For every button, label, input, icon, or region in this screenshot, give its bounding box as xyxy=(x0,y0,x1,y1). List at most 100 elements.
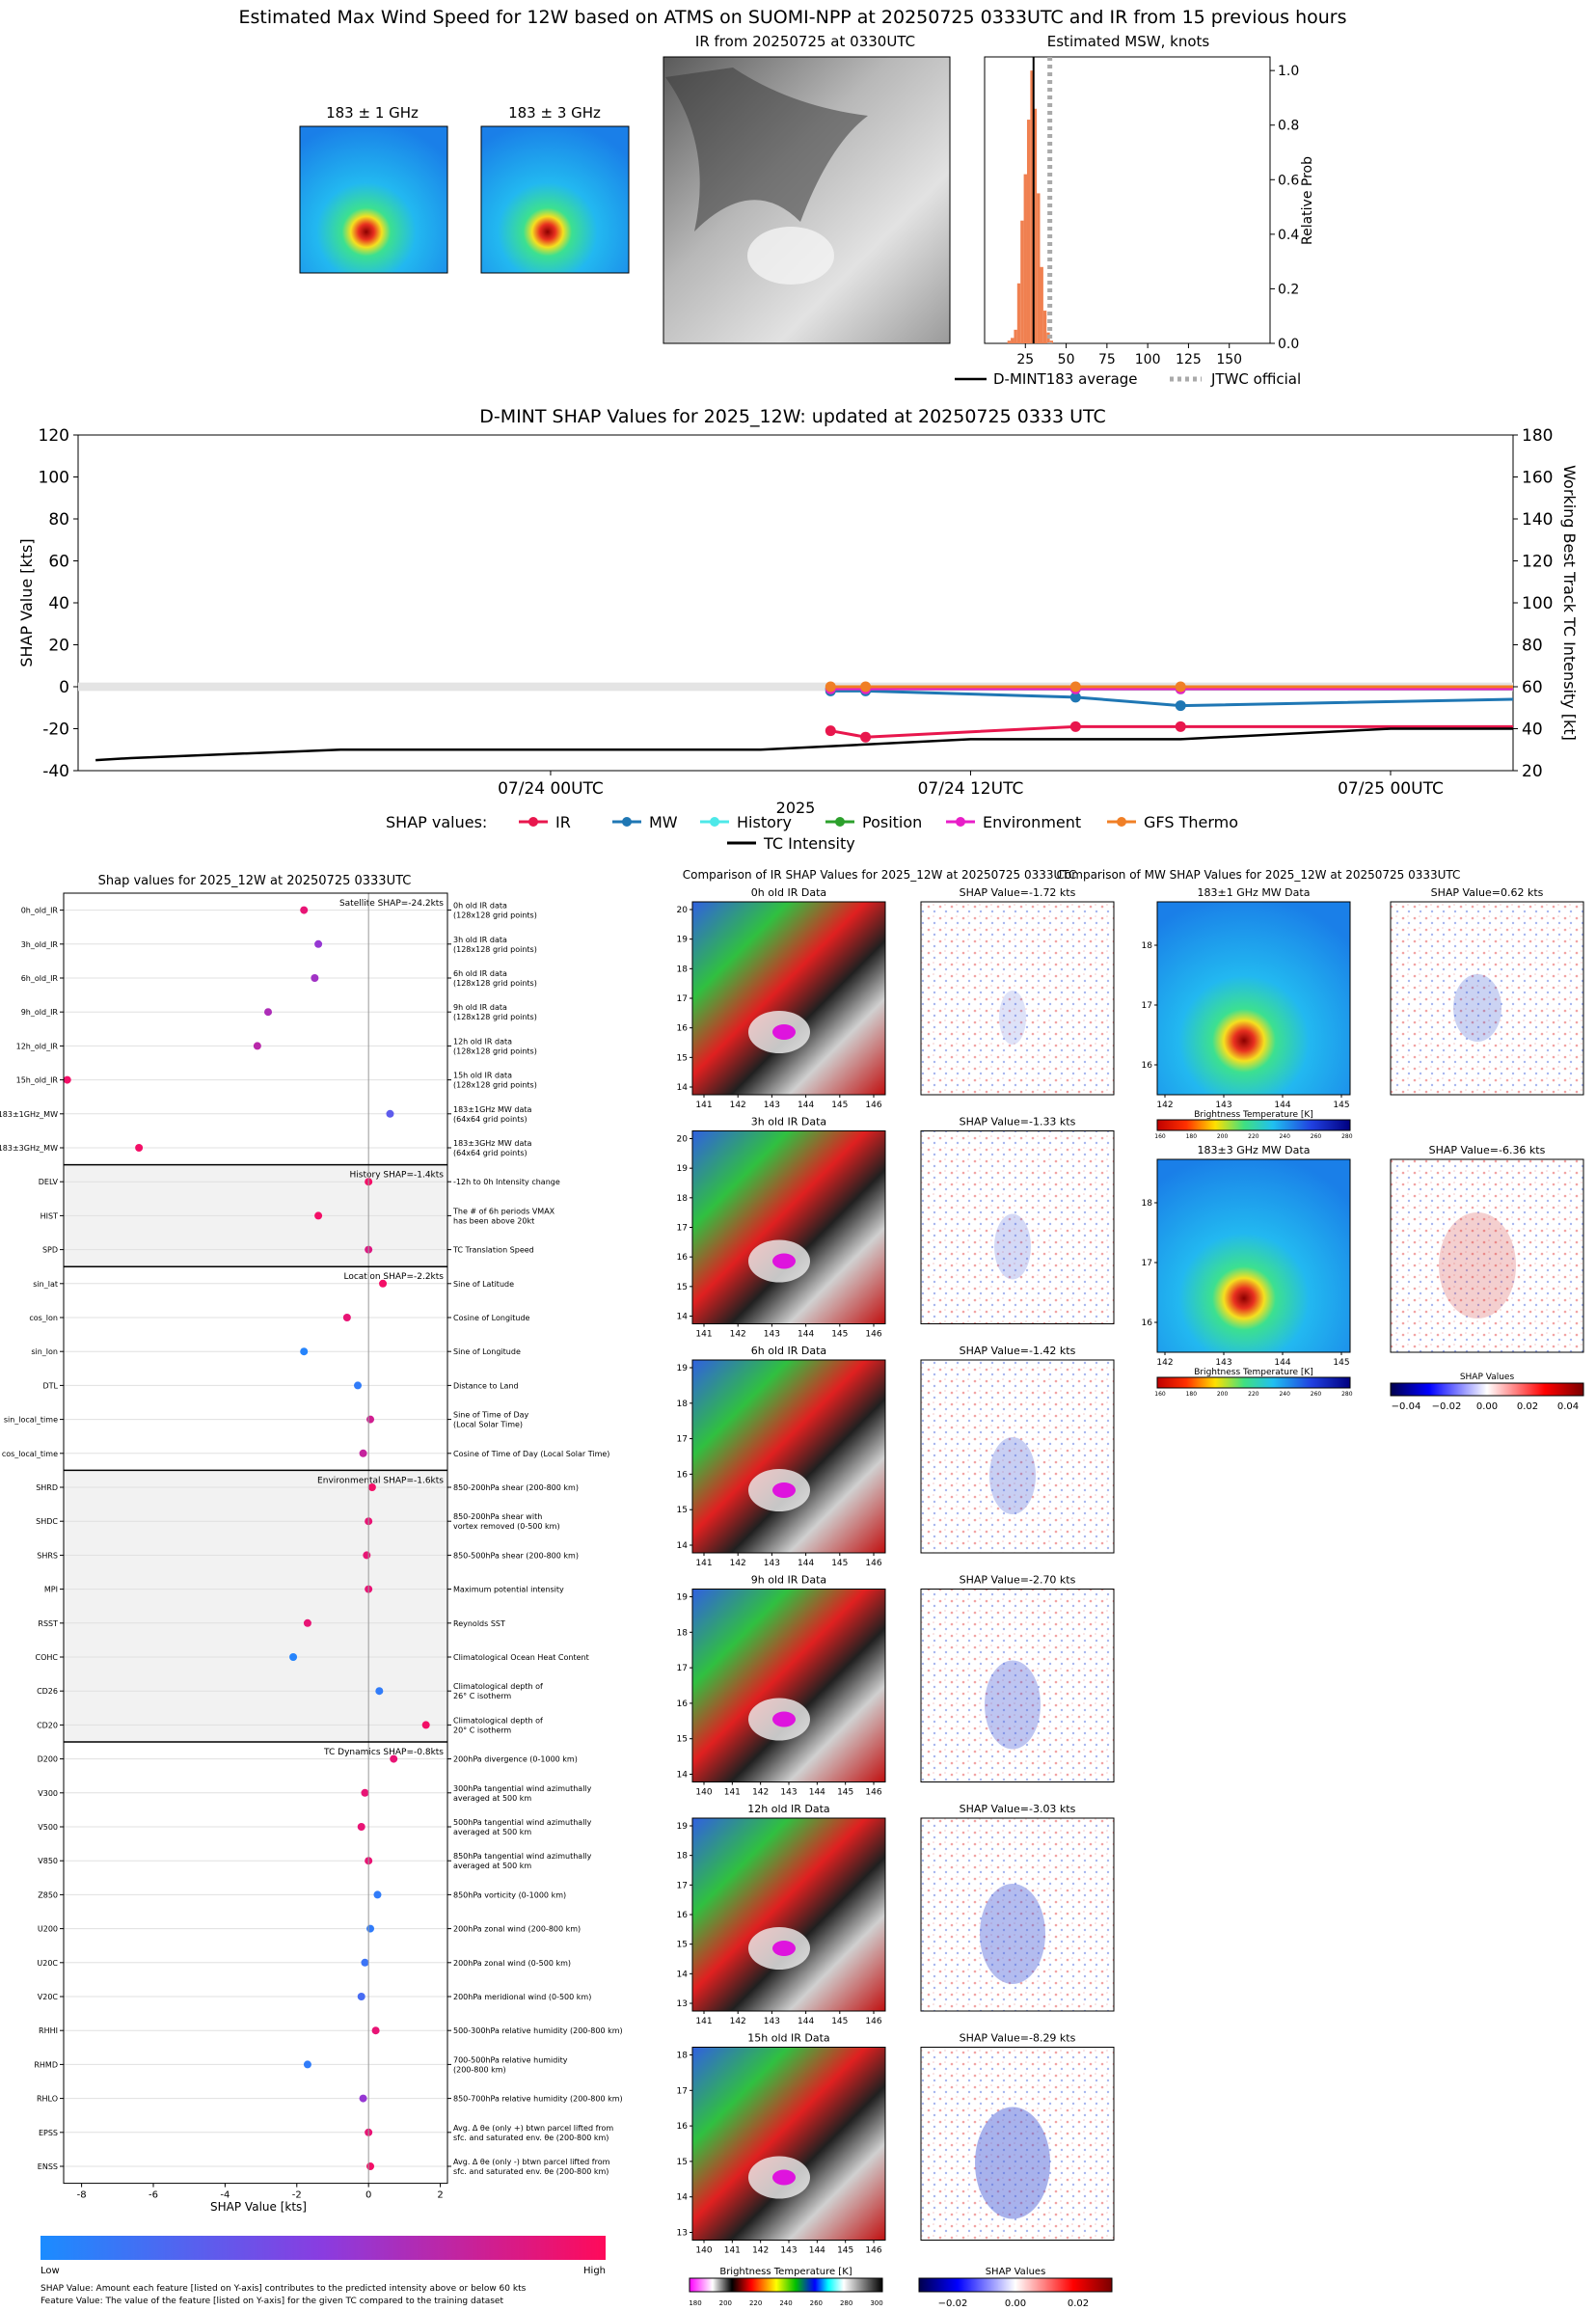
sc-feature-desc: Avg. Δ θe (only -) btwn parcel lifted fr… xyxy=(453,2158,610,2166)
ir-panel-xtick-label: 146 xyxy=(865,2017,881,2026)
sc-xlabel: SHAP Value [kts] xyxy=(210,2200,307,2214)
sc-feature-desc: 850-700hPa relative humidity (200-800 km… xyxy=(453,2095,623,2104)
mw-bt-cbar-tick: 260 xyxy=(1311,1133,1322,1140)
ts-y2tick-label: 20 xyxy=(1522,762,1543,781)
ir-panel-ytick-label: 15 xyxy=(677,1283,688,1292)
ir-shap-blob xyxy=(975,2107,1050,2219)
sc-feature-desc: (200-800 km) xyxy=(453,2065,506,2074)
mw-bt-cbar-tick: 160 xyxy=(1154,1391,1166,1398)
ts-ytick-label: 60 xyxy=(48,553,69,572)
sc-point xyxy=(361,1788,369,1797)
sc-feature-desc: 3h old IR data xyxy=(453,936,507,944)
ir-panel-xtick-label: 145 xyxy=(831,1559,848,1568)
ts-legend-marker xyxy=(710,817,719,827)
mw-bt-cbar-tick: 280 xyxy=(1341,1391,1353,1398)
sc-feature-desc: 6h old IR data xyxy=(453,969,507,978)
ir-panel-title: 15h old IR Data xyxy=(747,2032,829,2045)
mw-183-1-image xyxy=(299,125,448,274)
sc-feature-desc: (128x128 grid points) xyxy=(453,1081,537,1090)
ir-panel-xtick-label: 141 xyxy=(724,2246,741,2256)
msw-bar xyxy=(1026,120,1031,343)
mw-panel-ytick-label: 16 xyxy=(1142,1061,1153,1071)
ir-panel-xtick-label: 143 xyxy=(780,1788,797,1798)
sc-feature-label: RHHI xyxy=(39,2026,58,2035)
ts-point xyxy=(1175,720,1186,732)
sc-feature-label: U200 xyxy=(38,1925,58,1934)
msw-bar xyxy=(1042,311,1047,343)
mw-panel-ytick-label: 17 xyxy=(1142,1001,1152,1011)
ir-panel-ytick-label: 15 xyxy=(677,1053,688,1063)
ir-panel-xtick-label: 146 xyxy=(865,2246,881,2256)
ir-panel-xtick-label: 141 xyxy=(724,1788,741,1798)
msw-ytick-label: 0.6 xyxy=(1278,173,1299,188)
sc-group-label: Location SHAP=-2.2kts xyxy=(343,1272,444,1282)
msw-xtick-label: 150 xyxy=(1216,352,1242,367)
mw-bt-cbar-tick: 180 xyxy=(1186,1391,1198,1398)
ts-legend-label: Environment xyxy=(983,813,1081,831)
msw-ytick-label: 0.0 xyxy=(1278,337,1299,352)
ir-bt-cbar-tick: 180 xyxy=(689,2299,701,2307)
sc-group-label: Satellite SHAP=-24.2kts xyxy=(339,899,444,909)
mw-shap-title: SHAP Value=0.62 kts xyxy=(1431,886,1544,899)
sc-point xyxy=(314,1211,323,1220)
sc-point xyxy=(379,1279,388,1288)
ir-panel-xtick-label: 145 xyxy=(831,1330,848,1340)
sc-point xyxy=(363,1551,371,1560)
msw-xtick-label: 25 xyxy=(1016,352,1034,367)
sc-feature-desc: (128x128 grid points) xyxy=(453,911,537,920)
ir-panel-xtick-label: 145 xyxy=(831,2017,848,2026)
ir-shap-image xyxy=(920,901,1115,1096)
ir-panel-ytick-label: 17 xyxy=(677,1664,688,1673)
ir-panel-xtick-label: 143 xyxy=(764,1330,780,1340)
sc-feature-desc: averaged at 500 km xyxy=(453,1828,531,1836)
ts-legend-marker xyxy=(528,817,538,827)
ir-panel-ytick-label: 20 xyxy=(677,1135,689,1145)
mw-shap-cbar-tick: −0.02 xyxy=(1432,1401,1462,1412)
sc-point xyxy=(63,1075,71,1084)
mw-183-3-image xyxy=(480,125,630,274)
colorbar-high-label: High xyxy=(583,2266,606,2276)
mw-comparison-title: Comparison of MW SHAP Values for 2025_12… xyxy=(1057,868,1461,882)
mw-bt-cbar-tick: 220 xyxy=(1248,1133,1259,1140)
sc-point xyxy=(366,1415,375,1424)
ir-panel-ytick-label: 16 xyxy=(677,1470,689,1480)
mw-panel-ytick-label: 17 xyxy=(1142,1259,1152,1268)
msw-histogram: 25 50 75 100 125 150 0.0 0.2 0.4 0.6 0.8 1.0 xyxy=(984,56,1299,367)
ts-y2tick-label: 60 xyxy=(1522,678,1543,697)
sc-group-shade xyxy=(64,1470,447,1742)
mw-bt-cbar-tick: 240 xyxy=(1279,1133,1290,1140)
ts-legend: SHAP values: IR MW History Position Environme… xyxy=(386,813,1238,853)
sc-feature-label: sin_lon xyxy=(31,1347,58,1356)
ir-panel-ytick-label: 17 xyxy=(677,1435,688,1445)
msw-panel-title: Estimated MSW, knots xyxy=(1047,33,1210,50)
ts-xtick-label: 07/24 12UTC xyxy=(918,779,1024,799)
ir-panel-ytick-label: 19 xyxy=(677,936,689,945)
sc-feature-label: CD26 xyxy=(37,1687,58,1696)
ts-y2tick-label: 80 xyxy=(1522,637,1543,656)
ts-ytick-label: 40 xyxy=(48,594,69,613)
mw-bt-colorbar xyxy=(1156,1119,1351,1131)
sc-feature-label: cos_lon xyxy=(29,1314,58,1322)
ir-comparison-grid: 0h old IR Data 20 19 18 17 16 15 14 141 142 143 144… xyxy=(677,886,1115,2256)
sc-feature-label: CD20 xyxy=(37,1721,58,1729)
ir-panel-title: 6h old IR Data xyxy=(751,1345,826,1357)
msw-bar xyxy=(1037,193,1041,343)
ts-y2label: Working Best Track TC Intensity [kt] xyxy=(1560,465,1579,741)
mw-panel-2-title: 183 ± 3 GHz xyxy=(508,104,601,122)
ir-panel-xtick-label: 141 xyxy=(695,2017,712,2026)
sc-point xyxy=(421,1721,430,1729)
sc-point xyxy=(357,1993,365,2000)
msw-bar xyxy=(1016,283,1021,343)
sc-feature-desc: Sine of Longitude xyxy=(453,1347,521,1356)
sc-feature-label: SHDC xyxy=(36,1517,58,1526)
ts-point xyxy=(1175,681,1186,693)
ir-panel-ytick-label: 18 xyxy=(677,965,689,974)
msw-bar xyxy=(1023,174,1027,343)
ts-point xyxy=(825,681,836,693)
ts-ytick-label: 20 xyxy=(48,637,69,656)
ir-shap-blob xyxy=(994,1213,1031,1280)
mw-shap-image xyxy=(1390,901,1584,1096)
msw-bar xyxy=(1007,340,1012,343)
ir-panel-xtick-label: 144 xyxy=(798,2017,814,2026)
ts-legend-label: History xyxy=(737,813,792,831)
